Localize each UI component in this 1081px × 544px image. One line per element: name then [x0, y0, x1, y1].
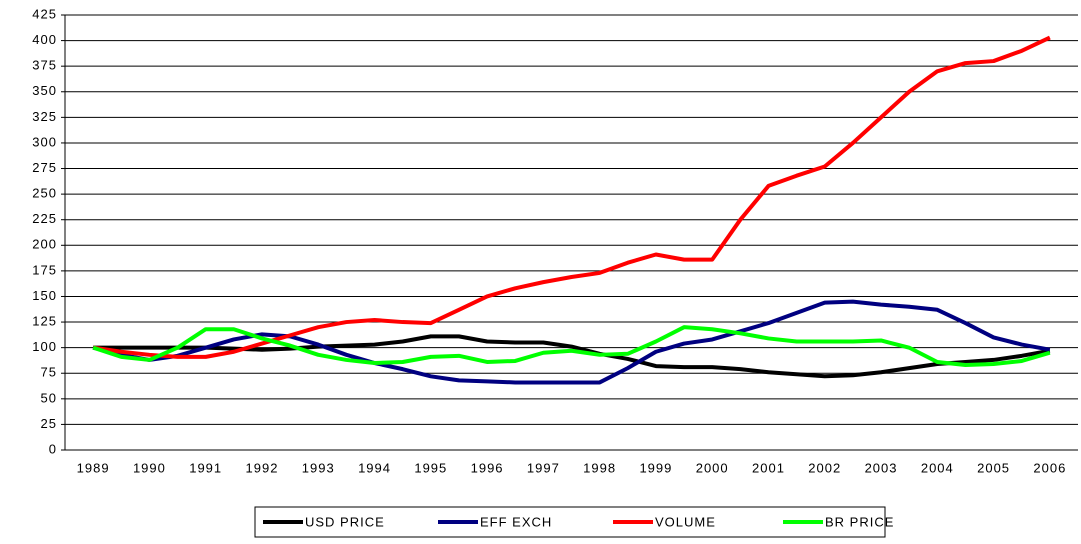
x-tick-label: 2005	[977, 460, 1010, 475]
y-tick-label: 200	[32, 237, 57, 252]
x-tick-label: 1999	[639, 460, 672, 475]
y-tick-label: 25	[41, 416, 57, 431]
x-tick-label: 2002	[808, 460, 841, 475]
y-tick-label: 375	[32, 58, 57, 73]
x-tick-label: 2004	[921, 460, 954, 475]
y-tick-label: 0	[49, 441, 57, 456]
x-tick-label: 1991	[189, 460, 222, 475]
series-line	[92, 325, 1051, 368]
y-tick-label: 50	[41, 390, 57, 405]
x-tick-label: 1989	[77, 460, 110, 475]
y-tick-label: 250	[32, 186, 57, 201]
y-tick-label: 75	[41, 365, 57, 380]
series-line	[92, 35, 1051, 359]
legend-label: VOLUME	[655, 514, 716, 529]
x-tick-label: 1992	[246, 460, 279, 475]
y-tick-label: 275	[32, 160, 57, 175]
legend-label: EFF EXCH	[480, 514, 552, 529]
x-tick-label: 1995	[414, 460, 447, 475]
legend-box	[254, 506, 886, 538]
x-tick-label: 2001	[752, 460, 785, 475]
x-tick-label: 1997	[527, 460, 560, 475]
y-tick-label: 175	[32, 262, 57, 277]
legend-label: USD PRICE	[305, 514, 385, 529]
x-tick-label: 1994	[358, 460, 391, 475]
y-tick-label: 150	[32, 288, 57, 303]
x-tick-label: 1993	[302, 460, 335, 475]
x-tick-label: 1998	[583, 460, 616, 475]
x-tick-label: 1990	[133, 460, 166, 475]
y-tick-label: 225	[32, 211, 57, 226]
y-tick-label: 350	[32, 83, 57, 98]
y-tick-label: 425	[32, 6, 57, 21]
y-tick-label: 325	[32, 109, 57, 124]
x-tick-label: 1996	[471, 460, 504, 475]
x-tick-label: 2003	[865, 460, 898, 475]
y-tick-label: 125	[32, 313, 57, 328]
y-tick-label: 100	[32, 339, 57, 354]
y-tick-label: 400	[32, 32, 57, 47]
y-tick-label: 300	[32, 134, 57, 149]
x-tick-label: 2006	[1033, 460, 1066, 475]
series-line	[93, 334, 1051, 379]
x-tick-label: 2000	[696, 460, 729, 475]
legend-label: BR PRICE	[825, 514, 894, 529]
